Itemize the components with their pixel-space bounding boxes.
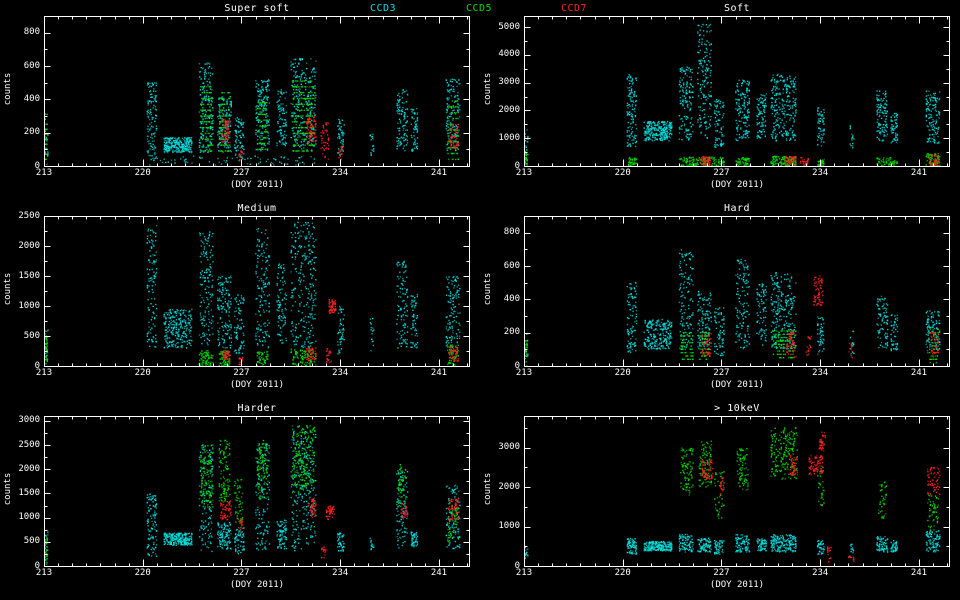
y-tick-label: 1500 xyxy=(18,487,40,498)
x-axis-label: (DOY 2011) xyxy=(229,180,285,190)
y-tick-label: 5000 xyxy=(498,21,520,32)
x-tick-label: 241 xyxy=(430,368,448,378)
plot-canvas-harder xyxy=(0,400,480,600)
x-tick-label: 241 xyxy=(430,568,448,578)
x-tick-label: 227 xyxy=(713,568,730,578)
x-tick-label: 227 xyxy=(233,168,250,178)
y-tick-label: 200 xyxy=(503,327,520,338)
x-axis-label: (DOY 2011) xyxy=(229,580,285,590)
y-tick-label: 3000 xyxy=(18,415,40,426)
plot-canvas-soft xyxy=(480,0,960,200)
y-tick-label: 3000 xyxy=(498,77,520,88)
x-tick-label: 234 xyxy=(812,368,829,378)
panel-medium: Medium counts (DOY 2011) 213 220 227 234 241… xyxy=(0,200,480,400)
y-tick-label: 1000 xyxy=(18,512,40,523)
y-tick-label: 1000 xyxy=(18,300,40,311)
panel-hard: Hard counts (DOY 2011) 213 220 227 234 241 0 2… xyxy=(480,200,960,400)
panel-title: Harder xyxy=(237,403,277,414)
y-tick-label: 600 xyxy=(503,260,520,271)
y-tick-label: 800 xyxy=(503,227,520,238)
x-tick-label: 234 xyxy=(332,168,349,178)
y-tick-label: 0 xyxy=(514,160,520,171)
y-tick-label: 2000 xyxy=(498,104,520,115)
x-tick-label: 234 xyxy=(812,168,829,178)
x-tick-label: 220 xyxy=(134,568,151,578)
x-tick-label: 241 xyxy=(430,168,448,178)
y-tick-label: 1000 xyxy=(498,132,520,143)
x-tick-label: 220 xyxy=(614,168,631,178)
y-tick-label: 400 xyxy=(503,293,520,304)
x-tick-label: 213 xyxy=(35,568,53,578)
y-axis-label: counts xyxy=(483,72,493,106)
x-tick-label: 213 xyxy=(35,368,53,378)
y-tick-label: 1500 xyxy=(18,270,40,281)
panel-title: Medium xyxy=(237,203,277,214)
y-tick-label: 2000 xyxy=(18,240,40,251)
plot-canvas-medium xyxy=(0,200,480,400)
x-axis-label: (DOY 2011) xyxy=(709,180,765,190)
x-tick-label: 241 xyxy=(910,568,928,578)
x-tick-label: 213 xyxy=(515,368,533,378)
x-tick-label: 220 xyxy=(134,168,151,178)
y-tick-label: 2500 xyxy=(18,439,40,450)
x-tick-label: 227 xyxy=(233,368,250,378)
x-tick-label: 234 xyxy=(812,568,829,578)
x-tick-label: 227 xyxy=(713,168,730,178)
x-tick-label: 213 xyxy=(515,568,533,578)
y-tick-label: 1000 xyxy=(498,521,520,532)
y-tick-label: 4000 xyxy=(498,49,520,60)
panel-title: Soft xyxy=(723,3,751,14)
plot-canvas-super-soft xyxy=(0,0,480,200)
y-tick-label: 800 xyxy=(23,27,40,38)
y-tick-label: 2500 xyxy=(18,210,40,221)
x-tick-label: 241 xyxy=(910,168,928,178)
y-tick-label: 0 xyxy=(514,360,520,371)
y-tick-label: 500 xyxy=(23,330,40,341)
x-tick-label: 220 xyxy=(614,568,631,578)
y-tick-label: 2000 xyxy=(498,481,520,492)
panel-title: > 10keV xyxy=(714,403,760,414)
plot-canvas-hard xyxy=(480,200,960,400)
x-tick-label: 227 xyxy=(713,368,730,378)
y-tick-label: 0 xyxy=(34,560,40,571)
y-tick-label: 0 xyxy=(34,360,40,371)
panel-harder: Harder counts (DOY 2011) 213 220 227 234 241… xyxy=(0,400,480,600)
x-tick-label: 227 xyxy=(233,568,250,578)
y-tick-label: 200 xyxy=(23,127,40,138)
panel-super-soft: Super soft counts (DOY 2011) 213 220 227 23… xyxy=(0,0,480,200)
y-tick-label: 3000 xyxy=(498,442,520,453)
x-tick-label: 213 xyxy=(515,168,533,178)
panel-title: Hard xyxy=(723,203,751,214)
x-tick-label: 234 xyxy=(332,568,349,578)
panel-soft: Soft counts (DOY 2011) 213 220 227 234 241 0 1… xyxy=(480,0,960,200)
y-tick-label: 0 xyxy=(34,160,40,171)
x-axis-label: (DOY 2011) xyxy=(709,380,765,390)
x-tick-label: 220 xyxy=(614,368,631,378)
y-tick-label: 0 xyxy=(514,560,520,571)
x-tick-label: 220 xyxy=(134,368,151,378)
panel-title: Super soft xyxy=(224,3,290,14)
y-tick-label: 600 xyxy=(23,60,40,71)
x-axis-label: (DOY 2011) xyxy=(709,580,765,590)
x-axis-label: (DOY 2011) xyxy=(229,380,285,390)
panel-gt10kev: > 10keV counts (DOY 2011) 213 220 227 234 24… xyxy=(480,400,960,600)
x-tick-label: 234 xyxy=(332,368,349,378)
x-tick-label: 241 xyxy=(910,368,928,378)
x-tick-label: 213 xyxy=(35,168,53,178)
plot-canvas-gt10kev xyxy=(480,400,960,600)
y-tick-label: 400 xyxy=(23,93,40,104)
y-tick-label: 2000 xyxy=(18,463,40,474)
y-tick-label: 500 xyxy=(23,536,40,547)
